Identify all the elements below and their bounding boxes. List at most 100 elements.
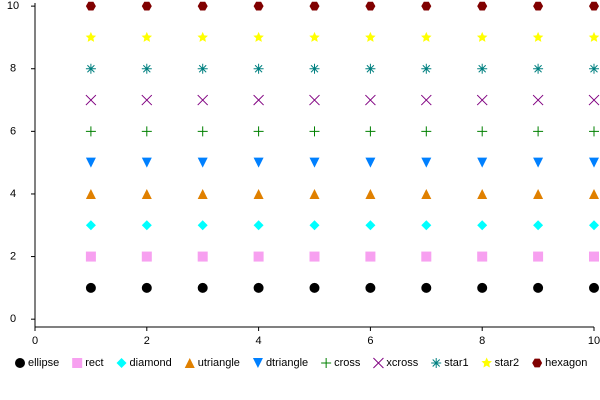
marker (141, 282, 152, 293)
x-tick-label: 6 (367, 335, 373, 347)
legend-label: star1 (444, 357, 468, 369)
x-tick-label: 4 (256, 335, 262, 347)
marker (421, 282, 432, 293)
marker (533, 63, 544, 74)
marker (141, 220, 152, 231)
y-tick-label: 2 (10, 250, 16, 262)
legend-marker (481, 357, 492, 368)
marker (477, 63, 488, 74)
marker (309, 94, 320, 106)
marker (421, 63, 432, 74)
marker (197, 157, 208, 168)
marker (477, 220, 488, 231)
marker (588, 31, 600, 42)
marker (85, 282, 96, 293)
marker (365, 31, 376, 42)
marker (309, 1, 320, 11)
marker (533, 220, 544, 231)
marker (309, 282, 320, 293)
legend-label: diamond (130, 357, 172, 369)
y-tick-label: 8 (10, 63, 16, 75)
marker (253, 94, 264, 106)
marker (253, 31, 264, 42)
marker (197, 63, 208, 74)
marker (85, 157, 96, 168)
marker (421, 126, 432, 137)
legend-marker (321, 358, 332, 368)
marker (589, 1, 599, 11)
marker (533, 188, 544, 199)
legend-item: star1 (431, 357, 469, 369)
marker (421, 220, 432, 231)
marker (253, 251, 264, 262)
legend-item: ellipse (15, 357, 59, 369)
marker (477, 1, 488, 11)
legend-item: star2 (481, 357, 519, 369)
marker (365, 188, 376, 199)
marker (533, 251, 544, 262)
marker (533, 1, 544, 11)
marker (309, 126, 320, 137)
marker (589, 126, 599, 137)
marker (589, 282, 599, 293)
marker (365, 282, 376, 293)
marker (253, 157, 264, 168)
marker (197, 31, 208, 42)
marker (477, 157, 488, 168)
y-tick-label: 4 (10, 188, 16, 200)
marker (532, 94, 544, 106)
marker (141, 157, 152, 168)
marker (533, 126, 544, 137)
marker (85, 63, 96, 74)
legend-item: cross (321, 357, 361, 369)
legend-item: rect (72, 357, 104, 369)
marker (477, 126, 488, 137)
marker (309, 157, 320, 168)
marker (197, 1, 208, 11)
marker (365, 63, 376, 74)
marker (253, 188, 264, 199)
marker (309, 188, 320, 199)
legend-label: dtriangle (266, 357, 308, 369)
legend-marker (373, 357, 384, 369)
legend-label: hexagon (545, 357, 587, 369)
marker (476, 94, 488, 106)
x-tick-label: 8 (479, 335, 485, 347)
legend-item: dtriangle (252, 357, 308, 369)
marker (589, 220, 599, 231)
marker (85, 31, 97, 42)
marker (197, 94, 209, 106)
legend-marker (116, 358, 127, 368)
marker (253, 126, 264, 137)
legend-label: xcross (386, 357, 418, 369)
y-tick-label: 10 (7, 0, 19, 12)
marker (421, 251, 432, 262)
marker (309, 31, 320, 42)
marker (421, 157, 432, 168)
marker (141, 1, 152, 11)
x-tick-label: 0 (32, 335, 38, 347)
y-tick-label: 0 (10, 313, 16, 325)
x-tick-label: 2 (144, 335, 150, 347)
legend-label: cross (334, 357, 361, 369)
marker (309, 63, 320, 74)
marker (365, 220, 376, 231)
marker (85, 1, 96, 11)
marker (365, 157, 376, 168)
marker (589, 188, 599, 199)
x-tick-label: 10 (588, 335, 600, 347)
legend-label: utriangle (198, 357, 240, 369)
marker (197, 126, 208, 137)
legend-item: xcross (373, 357, 419, 369)
legend-marker (532, 358, 543, 368)
legend-marker (184, 358, 195, 368)
marker (197, 251, 208, 262)
marker (477, 188, 488, 199)
marker (197, 282, 208, 293)
marker (420, 94, 432, 106)
marker (141, 94, 153, 106)
marker (85, 251, 96, 262)
marker (365, 126, 376, 137)
marker (309, 220, 320, 231)
